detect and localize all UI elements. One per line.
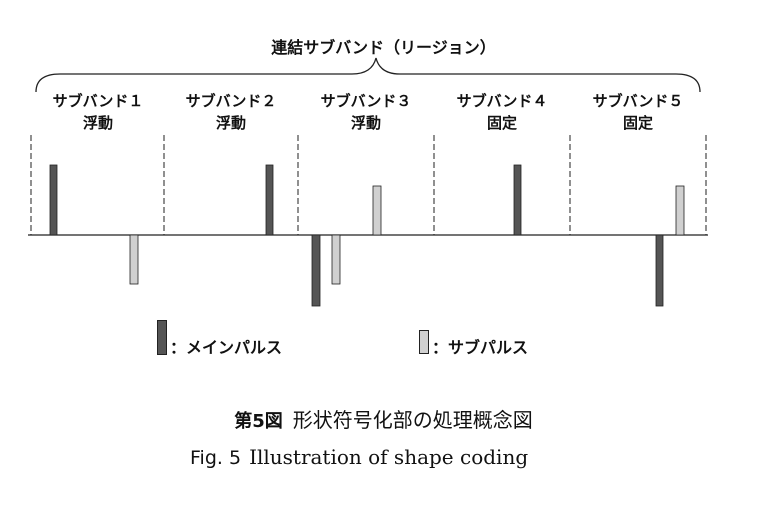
- subband-2-label: サブバンド２ 浮動: [166, 90, 296, 134]
- main-pulse-sb3: [311, 234, 321, 307]
- subband-5-label: サブバンド５ 固定: [572, 90, 704, 134]
- subband-4-name: サブバンド４: [456, 92, 548, 110]
- sub-pulse-sb3-a: [331, 234, 341, 285]
- subband-2-name: サブバンド２: [185, 92, 277, 110]
- subband-4-label: サブバンド４ 固定: [436, 90, 568, 134]
- legend-main-pulse-swatch: [157, 320, 167, 355]
- sub-pulse-sb5: [675, 185, 685, 236]
- figure-title-ja: 形状符号化部の処理概念図: [292, 408, 533, 432]
- subband-4-mode: 固定: [486, 114, 517, 132]
- sub-pulse-sb1: [129, 234, 139, 285]
- legend-sub-pulse-label: ：サブパルス: [432, 338, 529, 357]
- figure-caption-ja: 第5図 形状符号化部の処理概念図: [0, 404, 767, 433]
- subband-3-mode: 浮動: [350, 114, 381, 132]
- legend-main-pulse-label: ：メインパルス: [170, 338, 283, 357]
- figure-title-en: Illustration of shape coding: [249, 445, 529, 469]
- main-pulse-sb2: [265, 164, 274, 236]
- subband-5-mode: 固定: [622, 114, 653, 132]
- subband-5-name: サブバンド５: [592, 92, 684, 110]
- figure-number-en: Fig. 5: [190, 447, 242, 469]
- region-label: 連結サブバンド（リージョン）: [271, 38, 496, 57]
- main-pulse-sb5: [655, 234, 664, 307]
- sub-pulse-sb3-b: [372, 185, 382, 236]
- region-brace: [35, 57, 701, 93]
- main-pulse-sb4: [513, 164, 522, 236]
- subband-1-mode: 浮動: [82, 114, 113, 132]
- figure-caption-en: Fig. 5 Illustration of shape coding: [190, 445, 528, 469]
- figure-number-ja: 第5図: [234, 411, 283, 432]
- subband-2-mode: 浮動: [215, 114, 246, 132]
- subband-1-label: サブバンド１ 浮動: [34, 90, 162, 134]
- main-pulse-sb1: [49, 164, 58, 236]
- subband-3-name: サブバンド３: [320, 92, 412, 110]
- subband-1-name: サブバンド１: [52, 92, 144, 110]
- legend-sub-pulse-swatch: [419, 330, 429, 354]
- subband-3-label: サブバンド３ 浮動: [300, 90, 432, 134]
